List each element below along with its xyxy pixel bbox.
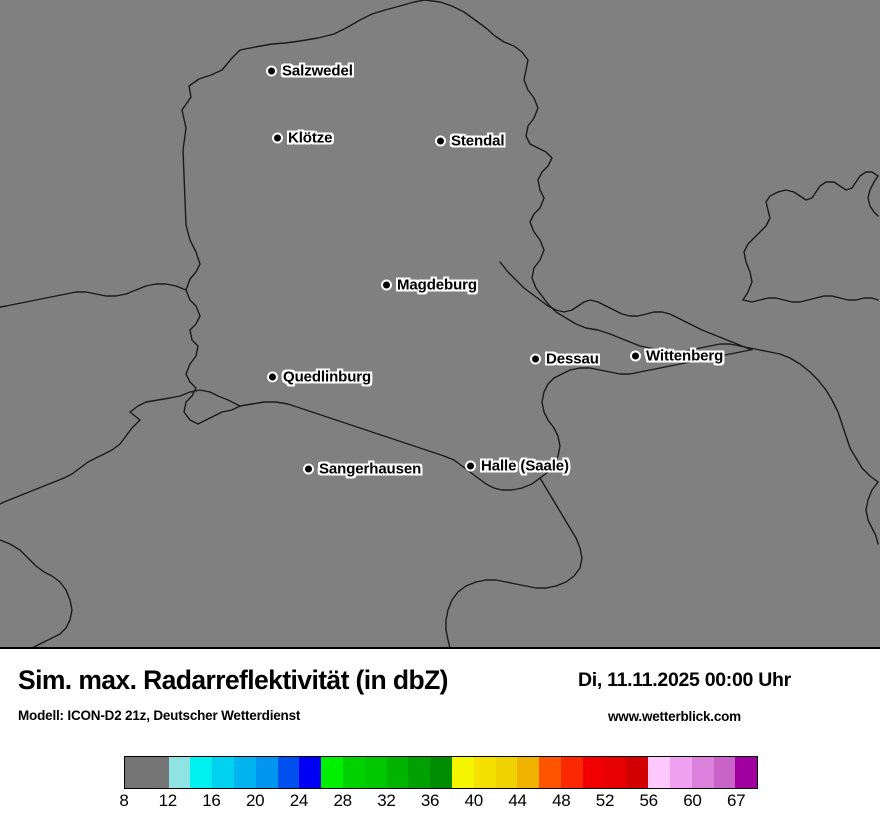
district-boundary-south xyxy=(0,419,141,505)
city-label-magdeburg: Magdeburg xyxy=(397,276,477,294)
city-dot-icon xyxy=(530,353,541,365)
city-dot-icon xyxy=(267,371,278,383)
forecast-datetime: Di, 11.11.2025 00:00 Uhr xyxy=(578,669,791,691)
city-marker-stendal: Stendal xyxy=(435,132,505,150)
colorbar-cell-26 xyxy=(691,757,714,788)
city-label-salzwedel: Salzwedel xyxy=(282,62,353,80)
colorbar-cell-25 xyxy=(669,757,692,788)
colorbar-cell-16 xyxy=(473,757,496,788)
colorbar-cell-20 xyxy=(560,757,583,788)
colorbar-cell-27 xyxy=(713,757,736,788)
district-boundary-southwest xyxy=(0,539,73,647)
colorbar-cell-18 xyxy=(517,757,540,788)
colorbar-cell-8 xyxy=(299,757,322,788)
colorbar-tick-60: 60 xyxy=(683,791,702,810)
river-elbe xyxy=(499,261,753,351)
title-row: Sim. max. Radarreflektivität (in dbZ) Di… xyxy=(0,665,880,699)
colorbar-cell-4 xyxy=(212,757,234,788)
boundary-northeast-corner xyxy=(865,481,879,545)
city-boundary-berlin xyxy=(742,171,879,301)
colorbar-cell-5 xyxy=(233,757,256,788)
website-credit: www.wetterblick.com xyxy=(608,709,741,724)
state-boundary-northeast xyxy=(424,0,879,483)
city-marker-salzwedel: Salzwedel xyxy=(266,63,353,80)
colorbar-cell-6 xyxy=(255,757,278,788)
colorbar-legend: 8 12 16 20 24 28 32 36 40 44 48 52 56 60 67 xyxy=(119,756,758,810)
colorbar-tick-20: 20 xyxy=(246,791,265,810)
colorbar-gradient xyxy=(124,756,758,789)
colorbar-tick-67: 67 xyxy=(726,791,746,810)
colorbar-cell-15 xyxy=(451,757,474,788)
state-boundary-sachsen-anhalt xyxy=(181,0,426,226)
city-dot-icon xyxy=(272,132,283,144)
colorbar-cell-17 xyxy=(495,757,518,788)
district-boundary-southeast xyxy=(445,477,583,647)
colorbar-cell-19 xyxy=(539,757,561,788)
colorbar-cell-10 xyxy=(342,757,365,788)
colorbar-tick-44: 44 xyxy=(508,791,527,810)
district-boundary-harz xyxy=(0,283,187,308)
colorbar-cell-11 xyxy=(364,757,387,788)
city-marker-dessau: Dessau xyxy=(530,351,599,368)
city-label-halle-saale: Halle (Saale) xyxy=(481,457,569,475)
colorbar-cell-14 xyxy=(430,757,452,788)
colorbar-tick-16: 16 xyxy=(202,791,221,810)
city-dot-icon xyxy=(381,279,392,291)
city-marker-sangerhausen: Sangerhausen xyxy=(303,461,421,478)
city-marker-halle-saale: Halle (Saale) xyxy=(465,458,569,475)
city-label-dessau: Dessau xyxy=(546,350,599,368)
district-boundary-central-south xyxy=(239,377,561,491)
colorbar-tick-52: 52 xyxy=(595,791,615,810)
colorbar-tick-labels: 8 12 16 20 24 28 32 36 40 44 48 52 56 60 67 xyxy=(119,791,758,815)
colorbar-cell-23 xyxy=(626,757,649,788)
city-label-stendal: Stendal xyxy=(451,132,505,150)
city-boundary-berlin-south xyxy=(742,295,879,303)
city-marker-wittenberg: Wittenberg xyxy=(630,348,723,365)
colorbar-cell-2 xyxy=(168,757,191,788)
colorbar-cell-3 xyxy=(190,757,213,788)
city-marker-quedlinburg: Quedlinburg xyxy=(267,369,371,386)
city-dot-icon xyxy=(435,135,446,147)
colorbar-tick-56: 56 xyxy=(639,791,659,810)
colorbar-cell-22 xyxy=(604,757,627,788)
colorbar-cell-1 xyxy=(146,757,169,788)
city-label-wittenberg: Wittenberg xyxy=(646,347,724,365)
city-dot-icon xyxy=(303,463,314,475)
colorbar-cell-9 xyxy=(321,757,343,788)
colorbar-tick-8: 8 xyxy=(119,791,129,810)
city-marker-magdeburg: Magdeburg xyxy=(381,277,477,294)
city-boundary-berlin-east xyxy=(867,175,879,217)
colorbar-tick-40: 40 xyxy=(464,791,484,810)
colorbar-cell-21 xyxy=(582,757,605,788)
colorbar-cell-24 xyxy=(648,757,670,788)
colorbar-tick-24: 24 xyxy=(289,791,309,810)
city-dot-icon xyxy=(266,65,277,77)
colorbar-tick-28: 28 xyxy=(333,791,352,810)
city-label-sangerhausen: Sangerhausen xyxy=(319,460,422,478)
city-label-kloetze: Klötze xyxy=(288,129,333,147)
colorbar-cell-13 xyxy=(408,757,431,788)
city-dot-icon xyxy=(630,350,641,362)
footer-panel: Sim. max. Radarreflektivität (in dbZ) Di… xyxy=(0,649,880,830)
colorbar-tick-12: 12 xyxy=(158,791,178,810)
city-label-quedlinburg: Quedlinburg xyxy=(283,368,372,386)
state-boundary-west xyxy=(129,224,241,425)
city-dot-icon xyxy=(465,460,476,472)
colorbar-cell-28 xyxy=(735,757,758,788)
colorbar-tick-48: 48 xyxy=(552,791,571,810)
colorbar-tick-32: 32 xyxy=(377,791,396,810)
colorbar-tick-36: 36 xyxy=(420,791,440,810)
colorbar-cell-0 xyxy=(125,757,147,788)
city-marker-kloetze: Klötze xyxy=(272,129,333,147)
district-boundary-halle-east xyxy=(553,349,751,379)
map-outlines-svg xyxy=(0,0,879,647)
colorbar-cell-12 xyxy=(386,757,409,788)
model-subtitle: Modell: ICON-D2 21z, Deutscher Wetterdie… xyxy=(18,708,301,723)
colorbar-cell-7 xyxy=(277,757,300,788)
page-title: Sim. max. Radarreflektivität (in dbZ) xyxy=(18,665,448,695)
radar-map-panel: Salzwedel Klötze Stendal Magdeburg Dessa… xyxy=(0,0,880,649)
